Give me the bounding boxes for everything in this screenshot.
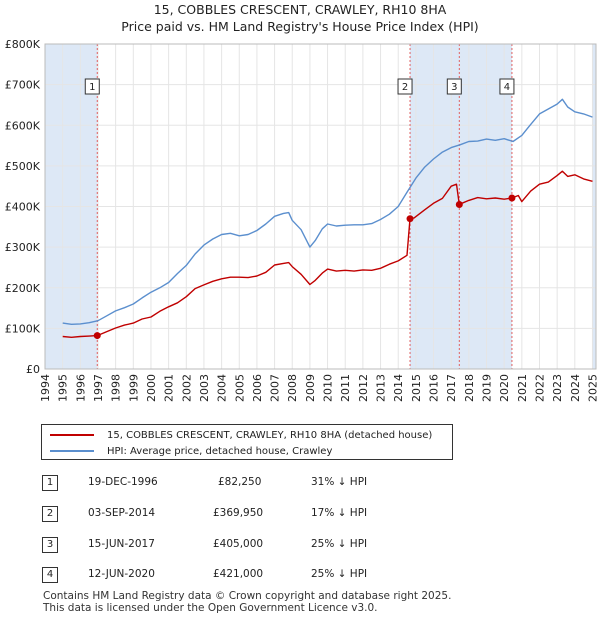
y-tick-label: £600K	[5, 119, 41, 132]
x-tick-label: 2000	[145, 374, 158, 402]
x-tick-label: 2004	[216, 374, 229, 402]
x-tick-label: 2022	[533, 374, 546, 402]
x-tick-label: 2023	[551, 374, 564, 402]
transaction-price: £369,950	[213, 507, 264, 519]
x-tick-label: 2001	[163, 374, 176, 402]
sale-label-box	[446, 78, 462, 95]
sale-label-text: 4	[504, 82, 510, 93]
x-tick-label: 1994	[39, 374, 52, 402]
y-tick-label: £400K	[5, 201, 41, 214]
x-tick-label: 2007	[269, 374, 282, 402]
x-tick-label: 2024	[569, 374, 582, 402]
transaction-date: 03-SEP-2014	[88, 507, 156, 519]
x-tick-label: 2003	[198, 374, 211, 402]
y-tick-label: £200K	[5, 282, 41, 295]
x-tick-label: 2011	[339, 374, 352, 402]
transaction-date: 15-JUN-2017	[88, 538, 155, 550]
x-tick-label: 2010	[322, 374, 335, 402]
x-tick-label: 2006	[251, 374, 264, 402]
footer-copyright: Contains HM Land Registry data © Crown c…	[43, 590, 452, 602]
x-tick-label: 1995	[57, 374, 70, 402]
transaction-number: 2	[42, 506, 58, 522]
x-tick-label: 2017	[445, 374, 458, 402]
x-tick-label: 2019	[481, 374, 494, 402]
sale-point	[508, 194, 516, 202]
x-tick-label: 2002	[180, 374, 193, 402]
legend-hpi: HPI: Average price, detached house, Craw…	[50, 444, 332, 458]
sale-label: 2	[397, 78, 413, 95]
sale-label-text: 2	[402, 82, 408, 93]
sale-label-text: 1	[89, 82, 95, 93]
x-tick-label: 2015	[410, 374, 423, 402]
legend-property-label: 15, COBBLES CRESCENT, CRAWLEY, RH10 8HA …	[107, 429, 433, 441]
y-tick-label: £700K	[5, 79, 41, 92]
sale-point	[406, 215, 414, 223]
x-tick-label: 2025	[586, 374, 599, 402]
sale-label-text: 3	[451, 82, 457, 93]
transaction-number: 4	[42, 567, 58, 583]
transaction-hpi-diff: 17% ↓ HPI	[311, 507, 368, 519]
y-tick-label: £300K	[5, 241, 41, 254]
transaction-hpi-diff: 31% ↓ HPI	[311, 476, 368, 488]
y-tick-label: £500K	[5, 160, 41, 173]
transaction-hpi-diff: 25% ↓ HPI	[311, 538, 368, 550]
x-tick-label: 1997	[92, 374, 105, 402]
x-tick-label: 1999	[127, 374, 140, 402]
sale-label-box	[499, 78, 515, 95]
x-tick-label: 2016	[428, 374, 441, 402]
x-tick-label: 2014	[392, 374, 405, 402]
y-tick-label: £100K	[5, 322, 41, 335]
sale-label: 3	[446, 78, 462, 95]
x-tick-label: 2012	[357, 374, 370, 402]
x-tick-label: 2008	[286, 374, 299, 402]
x-tick-label: 2005	[233, 374, 246, 402]
sale-label-box	[397, 78, 413, 95]
transaction-price: £405,000	[213, 538, 264, 550]
transaction-date: 19-DEC-1996	[88, 476, 158, 488]
y-tick-label: £800K	[5, 38, 41, 51]
sale-point	[93, 332, 101, 340]
sale-label-box	[84, 78, 100, 95]
price-chart: 1 2 3 4 £0 £100K £200K £300K £400K £500K £600K £700…	[5, 38, 600, 402]
transaction-price: £82,250	[218, 476, 262, 488]
hpi-line	[62, 98, 593, 325]
legend-property-swatch	[50, 434, 94, 436]
transaction-number: 3	[42, 537, 58, 553]
legend: 15, COBBLES CRESCENT, CRAWLEY, RH10 8HA …	[41, 424, 453, 460]
x-tick-label: 2020	[498, 374, 511, 402]
chart-title: 15, COBBLES CRESCENT, CRAWLEY, RH10 8HA	[153, 2, 447, 17]
transaction-number: 1	[42, 475, 58, 491]
footer-licence: This data is licensed under the Open Gov…	[43, 602, 378, 614]
transaction-hpi-diff: 25% ↓ HPI	[311, 568, 368, 580]
x-tick-label: 1998	[110, 374, 123, 402]
x-tick-label: 2021	[516, 374, 529, 402]
transaction-price: £421,000	[213, 568, 264, 580]
legend-hpi-label: HPI: Average price, detached house, Craw…	[107, 445, 333, 457]
chart-subtitle: Price paid vs. HM Land Registry's House …	[121, 19, 479, 34]
sale-label: 1	[84, 78, 100, 95]
legend-hpi-swatch	[50, 450, 94, 452]
y-tick-label: £0	[26, 363, 40, 376]
sale-point	[455, 200, 463, 208]
x-tick-label: 2013	[375, 374, 388, 402]
transaction-date: 12-JUN-2020	[88, 568, 155, 580]
x-tick-label: 2018	[463, 374, 476, 402]
x-tick-label: 1996	[74, 374, 87, 402]
sale-label: 4	[499, 78, 515, 95]
x-tick-label: 2009	[304, 374, 317, 402]
legend-property: 15, COBBLES CRESCENT, CRAWLEY, RH10 8HA …	[50, 428, 432, 442]
plot-frame	[44, 43, 597, 370]
